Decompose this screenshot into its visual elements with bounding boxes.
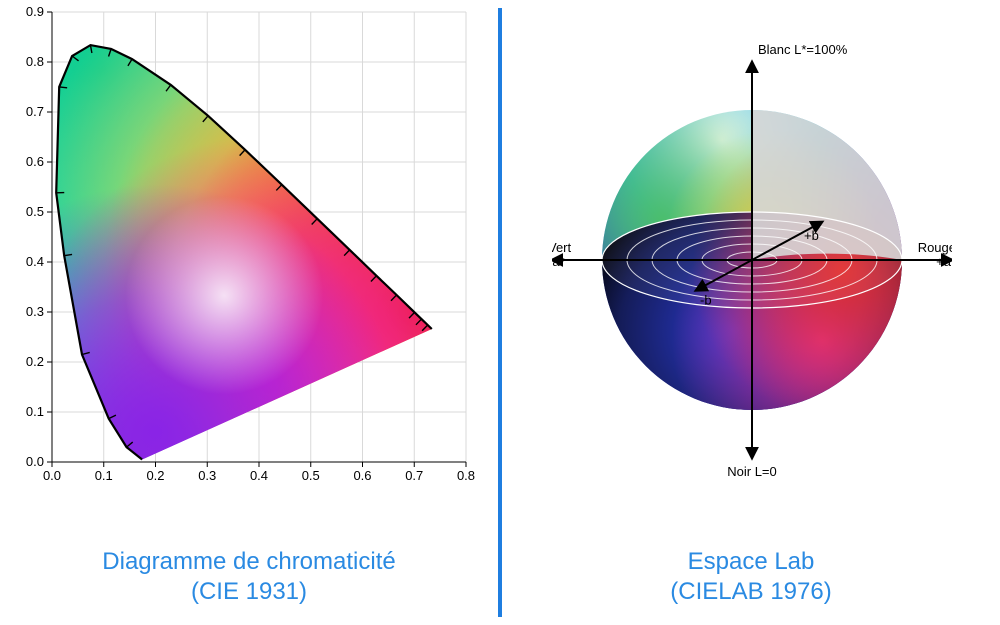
svg-text:0.0: 0.0: [43, 468, 61, 483]
left-caption-line2: (CIE 1931): [0, 577, 498, 607]
right-caption: Espace Lab (CIELAB 1976): [502, 547, 1000, 607]
svg-text:0.5: 0.5: [26, 204, 44, 219]
right-caption-line1: Espace Lab: [688, 548, 815, 575]
svg-text:0.7: 0.7: [405, 468, 423, 483]
svg-text:0.8: 0.8: [457, 468, 475, 483]
svg-text:0.4: 0.4: [250, 468, 268, 483]
svg-text:0.3: 0.3: [26, 304, 44, 319]
svg-text:0.7: 0.7: [26, 104, 44, 119]
svg-text:0.6: 0.6: [26, 154, 44, 169]
svg-text:Noir L=0: Noir L=0: [727, 464, 777, 479]
cielab-sphere-diagram: Blanc L*=100% Noir L=0 Vert-a* Rouge+a* +b -b: [552, 10, 952, 500]
svg-text:Rouge: Rouge: [918, 240, 952, 255]
left-panel: 0.0 0.1 0.2 0.3 0.4 0.5 0.6 0.7 0.8 0.0 0.1 0.2 0.3 0…: [0, 0, 498, 625]
svg-text:0.2: 0.2: [146, 468, 164, 483]
svg-text:0.9: 0.9: [26, 4, 44, 19]
svg-text:0.1: 0.1: [95, 468, 113, 483]
svg-text:0.3: 0.3: [198, 468, 216, 483]
svg-text:-a*: -a*: [552, 254, 565, 269]
lab-sphere-area: Blanc L*=100% Noir L=0 Vert-a* Rouge+a* +b -b: [502, 0, 1000, 535]
svg-text:0.5: 0.5: [302, 468, 320, 483]
svg-text:0.0: 0.0: [26, 454, 44, 469]
left-caption-line1: Diagramme de chromaticité: [102, 548, 395, 575]
svg-text:+b: +b: [804, 228, 819, 243]
cie-chromaticity-diagram: 0.0 0.1 0.2 0.3 0.4 0.5 0.6 0.7 0.8 0.0 0.1 0.2 0.3 0…: [10, 4, 480, 494]
svg-text:0.8: 0.8: [26, 54, 44, 69]
svg-text:0.1: 0.1: [26, 404, 44, 419]
cie-chart-area: 0.0 0.1 0.2 0.3 0.4 0.5 0.6 0.7 0.8 0.0 0.1 0.2 0.3 0…: [0, 0, 498, 535]
svg-text:0.6: 0.6: [353, 468, 371, 483]
svg-text:Vert: Vert: [552, 240, 572, 255]
svg-text:+a*: +a*: [936, 254, 952, 269]
svg-text:0.2: 0.2: [26, 354, 44, 369]
svg-text:-b: -b: [700, 292, 712, 307]
svg-text:Blanc L*=100%: Blanc L*=100%: [758, 42, 848, 57]
left-caption: Diagramme de chromaticité (CIE 1931): [0, 547, 498, 607]
right-caption-line2: (CIELAB 1976): [502, 577, 1000, 607]
svg-text:0.4: 0.4: [26, 254, 44, 269]
right-panel: Blanc L*=100% Noir L=0 Vert-a* Rouge+a* +b -b…: [502, 0, 1000, 625]
